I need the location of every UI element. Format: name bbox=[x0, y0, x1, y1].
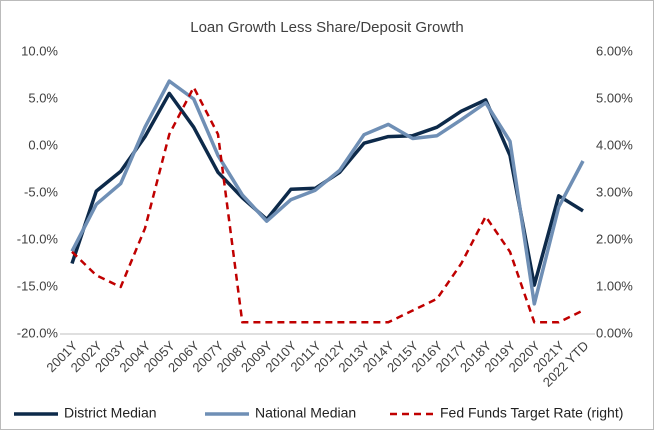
y2-tick-label: 3.00% bbox=[596, 184, 633, 199]
y-tick-label: -10.0% bbox=[17, 231, 59, 246]
legend: District Median National Median Fed Funds … bbox=[14, 405, 623, 421]
y2-tick-label: 1.00% bbox=[596, 278, 633, 293]
series-line bbox=[70, 79, 585, 306]
legend-label: National Median bbox=[255, 405, 356, 421]
chart-title: Loan Growth Less Share/Deposit Growth bbox=[190, 19, 463, 36]
y2-tick-label: 4.00% bbox=[596, 137, 633, 152]
y-tick-label: 10.0% bbox=[21, 43, 58, 58]
y-tick-label: -15.0% bbox=[17, 278, 59, 293]
y2-tick-label: 0.00% bbox=[596, 325, 633, 340]
y-tick-label: -5.0% bbox=[24, 184, 58, 199]
y-tick-label: 5.0% bbox=[28, 90, 58, 105]
y-tick-label: -20.0% bbox=[17, 325, 59, 340]
legend-label: District Median bbox=[64, 405, 157, 421]
series-line bbox=[71, 86, 584, 324]
y2-tick-label: 6.00% bbox=[596, 43, 633, 58]
y-tick-label: 0.0% bbox=[28, 137, 58, 152]
legend-label: Fed Funds Target Rate (right) bbox=[440, 405, 623, 421]
y2-tick-label: 5.00% bbox=[596, 90, 633, 105]
y2-tick-label: 2.00% bbox=[596, 231, 633, 246]
